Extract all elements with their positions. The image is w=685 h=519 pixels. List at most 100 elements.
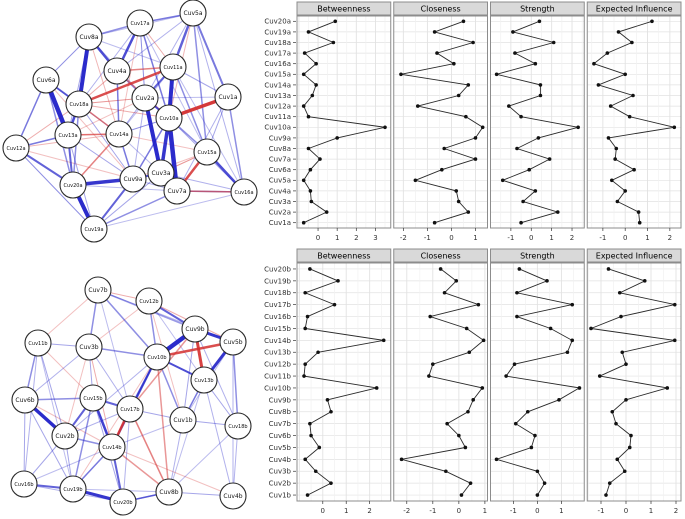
data-point [456, 93, 461, 98]
network-node: Cuv19a [80, 215, 108, 243]
data-point [623, 72, 627, 77]
network-node: Cuv15b [79, 384, 107, 412]
data-point [374, 386, 379, 390]
node-label: Cuv1a [218, 94, 237, 101]
data-point [515, 146, 519, 151]
facet-title: Strength [520, 5, 555, 14]
data-point [332, 302, 337, 307]
data-point [627, 114, 632, 119]
y-tick-label: Cuv17a [264, 50, 291, 58]
network-node: Cuv19b [59, 475, 87, 503]
node-label: Cuv4b [223, 493, 242, 500]
data-point [494, 457, 499, 462]
node-circle [179, 0, 207, 27]
positive-edge [37, 342, 66, 437]
network-node: Cuv1b [169, 406, 197, 434]
node-circle [135, 287, 163, 315]
data-point [463, 445, 468, 450]
data-point [309, 199, 314, 204]
panel-background [393, 16, 488, 228]
data-point [466, 210, 471, 214]
node-circle [59, 171, 87, 199]
x-tick-label: 1 [559, 507, 563, 515]
panel-border [393, 262, 488, 502]
facet-panel: Expected Influence -1 0 1 2 [586, 1, 682, 242]
data-point [589, 326, 593, 331]
positive-edge [64, 356, 158, 437]
panel-border [296, 15, 392, 229]
network-node: Cuv11b [24, 329, 52, 357]
data-point [537, 19, 542, 24]
node-label: Cuv16a [234, 190, 253, 196]
y-tick-label: Cuv8a [269, 145, 291, 153]
node-circle [80, 215, 108, 243]
node-circle [147, 159, 175, 187]
data-point [610, 409, 615, 414]
y-tick-label: Cuv3a [269, 198, 291, 206]
x-tick-label: 2 [668, 234, 672, 242]
positive-edge [24, 399, 74, 490]
node-circle [219, 482, 247, 510]
positive-edge [93, 172, 162, 230]
data-point [464, 326, 469, 331]
node-circle [219, 328, 247, 356]
network-node: Cuv16a [230, 178, 258, 206]
data-point [435, 51, 439, 55]
data-point [456, 199, 461, 204]
negative-edge [118, 22, 141, 135]
network-node: Cuv2a [131, 84, 159, 112]
y-tick-label: Cuv6a [269, 166, 291, 174]
node-label: Cuv18b [228, 424, 247, 430]
x-tick-label: -1 [507, 234, 514, 242]
data-point [442, 146, 447, 151]
data-point [459, 493, 464, 497]
positive-edge [182, 328, 196, 421]
network-edges [15, 11, 246, 231]
network-node: Cuv16b [10, 470, 38, 498]
node-label: Cuv11a [163, 65, 182, 71]
y-tick-label: Cuv3b [269, 468, 292, 476]
data-point [427, 374, 431, 378]
y-tick-label: Cuv11b [264, 372, 291, 380]
centrality-plot-b: Cuv20b Cuv19b Cuv18b Cuv17b Cuv16b Cuv15b Cuv1… [262, 247, 685, 519]
data-point [308, 167, 313, 172]
network-node: Cuv12a [2, 134, 30, 162]
data-point [480, 386, 485, 390]
data-point [331, 40, 336, 45]
positive-edge [97, 289, 131, 410]
data-point [576, 125, 580, 130]
data-point [471, 40, 475, 45]
data-point [301, 104, 306, 108]
data-point [473, 157, 478, 161]
network-node: Cuv6b [11, 386, 39, 414]
node-label: Cuv9b [185, 326, 204, 333]
data-point [442, 290, 447, 295]
data-point [511, 30, 515, 34]
x-tick-label: 2 [367, 507, 371, 515]
data-point [536, 136, 541, 140]
positive-edge [116, 12, 194, 72]
data-point [613, 157, 617, 161]
series-line [401, 268, 485, 496]
data-point [521, 199, 525, 204]
network-svg: Cuv5a Cuv17a Cuv8a Cuv11a Cuv4a Cuv6a Cuv1a Cuv… [2, 0, 258, 243]
node-label: Cuv17a [130, 21, 149, 27]
data-point [415, 104, 420, 108]
data-point [672, 125, 677, 130]
facet-strip [586, 1, 682, 16]
node-circle [119, 165, 147, 193]
data-point [610, 178, 614, 183]
node-circle [224, 412, 252, 440]
negative-edge [77, 65, 175, 106]
data-point [431, 362, 435, 366]
node-label: Cuv17b [120, 407, 139, 413]
data-point [305, 314, 310, 319]
centrality-svg: Cuv20b Cuv19b Cuv18b Cuv17b Cuv16b Cuv15b Cuv1… [264, 248, 682, 515]
data-point [452, 61, 456, 66]
y-tick-label: Cuv1a [269, 219, 291, 227]
negative-edge [78, 103, 170, 119]
node-label: Cuv15b [83, 396, 102, 402]
facet-strip [490, 1, 585, 16]
network-node: Cuv10b [143, 343, 171, 371]
node-circle [51, 422, 79, 450]
